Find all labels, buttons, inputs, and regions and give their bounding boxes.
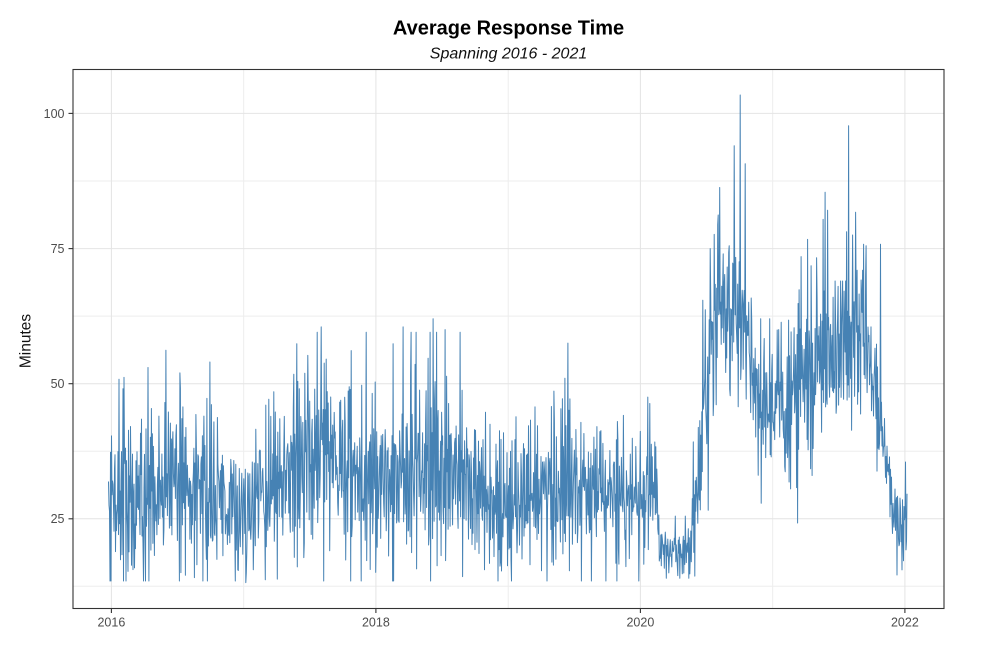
svg-text:2016: 2016 (97, 615, 125, 629)
svg-text:Average Response Time: Average Response Time (393, 18, 624, 40)
svg-text:2022: 2022 (891, 615, 919, 629)
svg-text:100: 100 (44, 107, 65, 121)
svg-text:75: 75 (51, 242, 65, 256)
svg-text:25: 25 (51, 512, 65, 526)
svg-text:Spanning 2016 - 2021: Spanning 2016 - 2021 (430, 46, 587, 63)
svg-text:50: 50 (51, 377, 65, 391)
svg-text:2018: 2018 (362, 615, 390, 629)
svg-text:2020: 2020 (626, 615, 654, 629)
svg-text:Minutes: Minutes (18, 314, 35, 369)
